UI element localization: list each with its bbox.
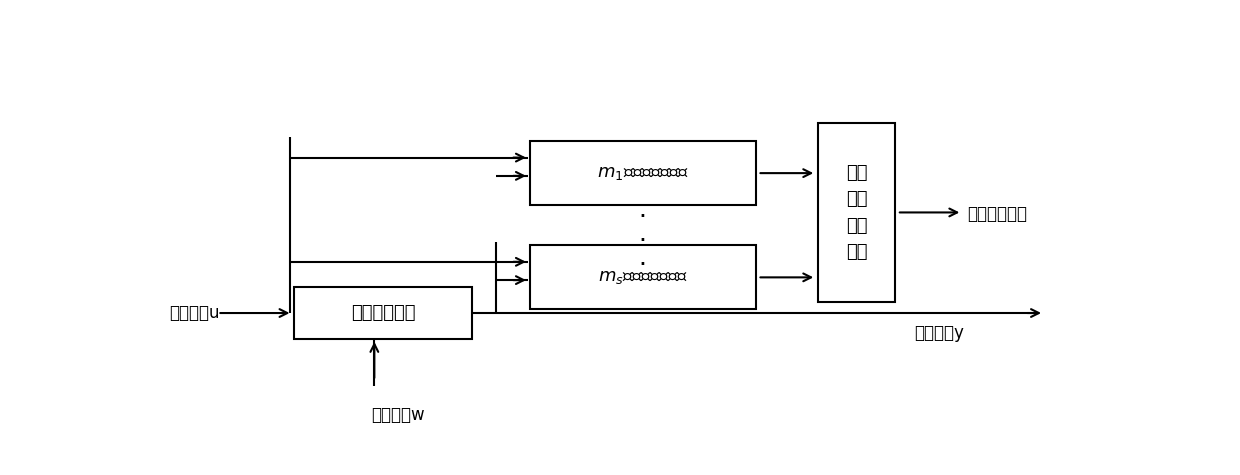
Text: 干扰信号w: 干扰信号w [371,406,425,424]
Text: ·
·
·: · · · [639,205,646,276]
Text: 飞行控制系统: 飞行控制系统 [351,304,415,322]
Text: 控制输入u: 控制输入u [170,304,219,322]
Bar [529,246,755,309]
Bar [294,287,472,339]
Text: $m_1$通道残差生成器: $m_1$通道残差生成器 [596,164,688,182]
Text: 系统输出y: 系统输出y [914,324,963,342]
Text: 故障诊断结果: 故障诊断结果 [967,205,1027,223]
Text: $m_s$通道残差生成器: $m_s$通道残差生成器 [598,268,688,286]
Text: 故障
诊断
决策
单元: 故障 诊断 决策 单元 [846,164,867,261]
Bar [529,141,755,205]
Bar [818,123,895,302]
